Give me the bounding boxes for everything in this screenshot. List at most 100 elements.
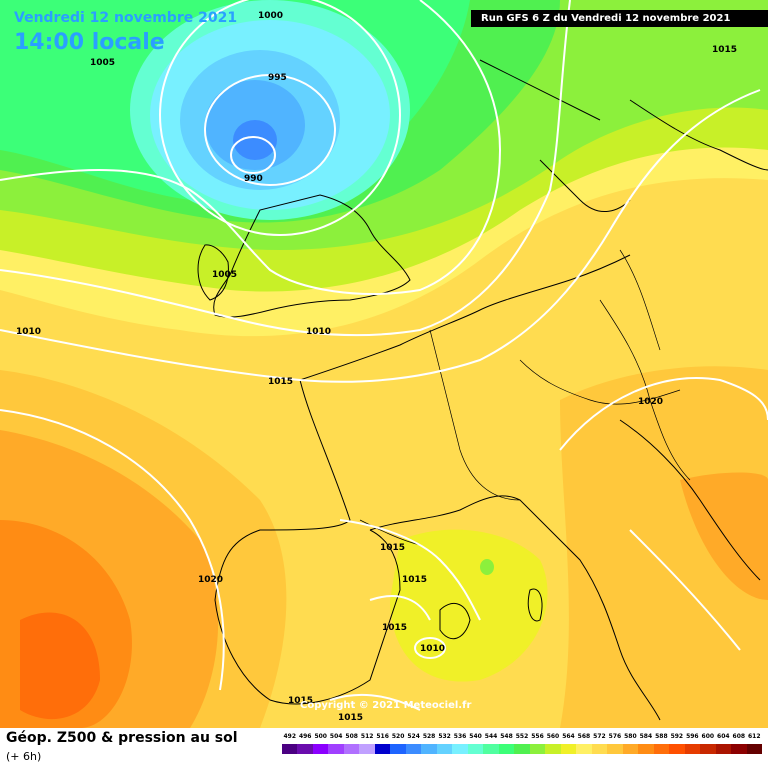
- isobar-label: 990: [244, 174, 263, 184]
- legend-label: 544: [484, 733, 498, 740]
- legend-swatch: [560, 744, 577, 754]
- legend-label: 508: [345, 733, 358, 740]
- isobar-label: 1015: [380, 543, 405, 553]
- legend-label: 604: [717, 733, 730, 740]
- legend-swatch: [282, 744, 298, 754]
- isobar-label: 1015: [338, 713, 363, 723]
- legend-label: 528: [422, 733, 436, 740]
- forecast-time: 14:00 locale: [14, 30, 165, 55]
- legend-swatch: [576, 744, 592, 754]
- pressure-map: 1000 1005 995 990 1005 1010 1010 1015 10…: [0, 0, 768, 728]
- isobar-label: 995: [268, 73, 287, 83]
- legend-label: 556: [531, 733, 544, 740]
- legend-swatch: [452, 744, 468, 754]
- isobar-1010: [0, 0, 571, 337]
- corsica-coast: [527, 588, 543, 622]
- legend-label: 592: [670, 733, 684, 740]
- legend-swatch: [328, 744, 344, 754]
- isobar-labels: 1000 1005 995 990 1005 1010 1010 1015 10…: [16, 11, 737, 723]
- legend-labels: 492 496 500 504 508 512 516 520 524 528 532 536 540 5…: [282, 732, 762, 742]
- legend-label: 540: [469, 733, 482, 740]
- legend-swatch: [684, 744, 701, 754]
- scandinavia-coast: [479, 59, 601, 121]
- legend-label: 560: [546, 733, 560, 740]
- legend-swatch: [343, 744, 360, 754]
- isobars: [0, 0, 768, 711]
- legend-swatch: [405, 744, 422, 754]
- legend-swatch: [390, 744, 406, 754]
- legend-label: 576: [608, 733, 622, 740]
- legend-swatch: [421, 744, 437, 754]
- isobar-1020-west: [0, 409, 225, 691]
- isobar-label: 1010: [420, 644, 445, 654]
- iberia-coast: [214, 379, 401, 705]
- legend-swatch: [746, 744, 763, 754]
- ireland-coast: [197, 244, 229, 301]
- legend-label: 612: [748, 733, 761, 740]
- legend-swatches: [282, 744, 763, 754]
- legend-swatch: [622, 744, 639, 754]
- legend-label: 504: [329, 733, 343, 740]
- isobar-label: 1005: [212, 270, 237, 280]
- legend-swatch: [312, 744, 329, 754]
- legend-swatch: [607, 744, 623, 754]
- legend-label: 496: [298, 733, 312, 740]
- coastlines: [197, 59, 768, 721]
- legend-swatch: [514, 744, 530, 754]
- isobar-label: 1015: [402, 575, 427, 585]
- legend-swatch: [498, 744, 515, 754]
- legend-label: 520: [391, 733, 405, 740]
- legend-label: 500: [314, 733, 327, 740]
- france-italy-coast: [369, 495, 661, 721]
- isobar-995: [204, 74, 336, 186]
- border-germany-czech: [599, 299, 691, 481]
- isobar-label: 1015: [382, 623, 407, 633]
- isobar-label: 1015: [288, 696, 313, 706]
- legend-swatch: [715, 744, 732, 754]
- isobar-1000: [159, 0, 401, 236]
- z500-band-556-med: [480, 559, 494, 575]
- isobar-label: 1020: [198, 575, 223, 585]
- legend-label: 584: [639, 733, 653, 740]
- model-run-label: Run GFS 6 Z du Vendredi 12 novembre 2021: [471, 10, 768, 27]
- isobar-label: 1020: [638, 397, 663, 407]
- isobar-label: 1015: [268, 377, 293, 387]
- isobar-label: 1005: [90, 58, 115, 68]
- adriatic-coast: [619, 419, 761, 581]
- legend-swatch: [297, 744, 313, 754]
- great-britain-coast: [213, 194, 411, 318]
- isobar-1015: [0, 89, 761, 383]
- legend-swatch: [374, 744, 391, 754]
- isobar-990: [230, 136, 276, 174]
- sardinia-coast: [439, 602, 471, 640]
- legend-swatch: [545, 744, 561, 754]
- z500-band-580-east: [680, 472, 768, 600]
- isobar-label: 1000: [258, 11, 283, 21]
- north-sea-coast: [299, 254, 631, 381]
- legend-label: 552: [515, 733, 529, 740]
- legend-label: 512: [360, 733, 374, 740]
- legend-label: 564: [562, 733, 575, 740]
- z500-band-568-med: [390, 529, 548, 682]
- legend-label: 524: [407, 733, 420, 740]
- forecast-date: Vendredi 12 novembre 2021: [14, 10, 238, 26]
- isobar-1015-iberia: [339, 519, 481, 621]
- legend-label: 588: [655, 733, 668, 740]
- forecast-offset: (+ 6h): [6, 750, 42, 763]
- legend-swatch: [529, 744, 546, 754]
- legend-label: 516: [376, 733, 389, 740]
- border-france-germany: [429, 329, 521, 501]
- legend-swatch: [731, 744, 747, 754]
- border-germany-poland: [619, 249, 661, 351]
- isobar-1015-balkans: [629, 529, 741, 651]
- legend-label: 548: [500, 733, 513, 740]
- isobar-1015-south: [329, 693, 421, 711]
- isobar-1005: [0, 0, 502, 295]
- z500-band-588: [20, 612, 100, 720]
- baltic-coast: [629, 99, 768, 171]
- map-footer: Géop. Z500 & pression au sol (+ 6h) 492 4…: [0, 728, 768, 768]
- legend-swatch: [467, 744, 484, 754]
- isobar-label: 1015: [712, 45, 737, 55]
- legend-label: 568: [577, 733, 591, 740]
- isobar-1020-east: [559, 377, 768, 451]
